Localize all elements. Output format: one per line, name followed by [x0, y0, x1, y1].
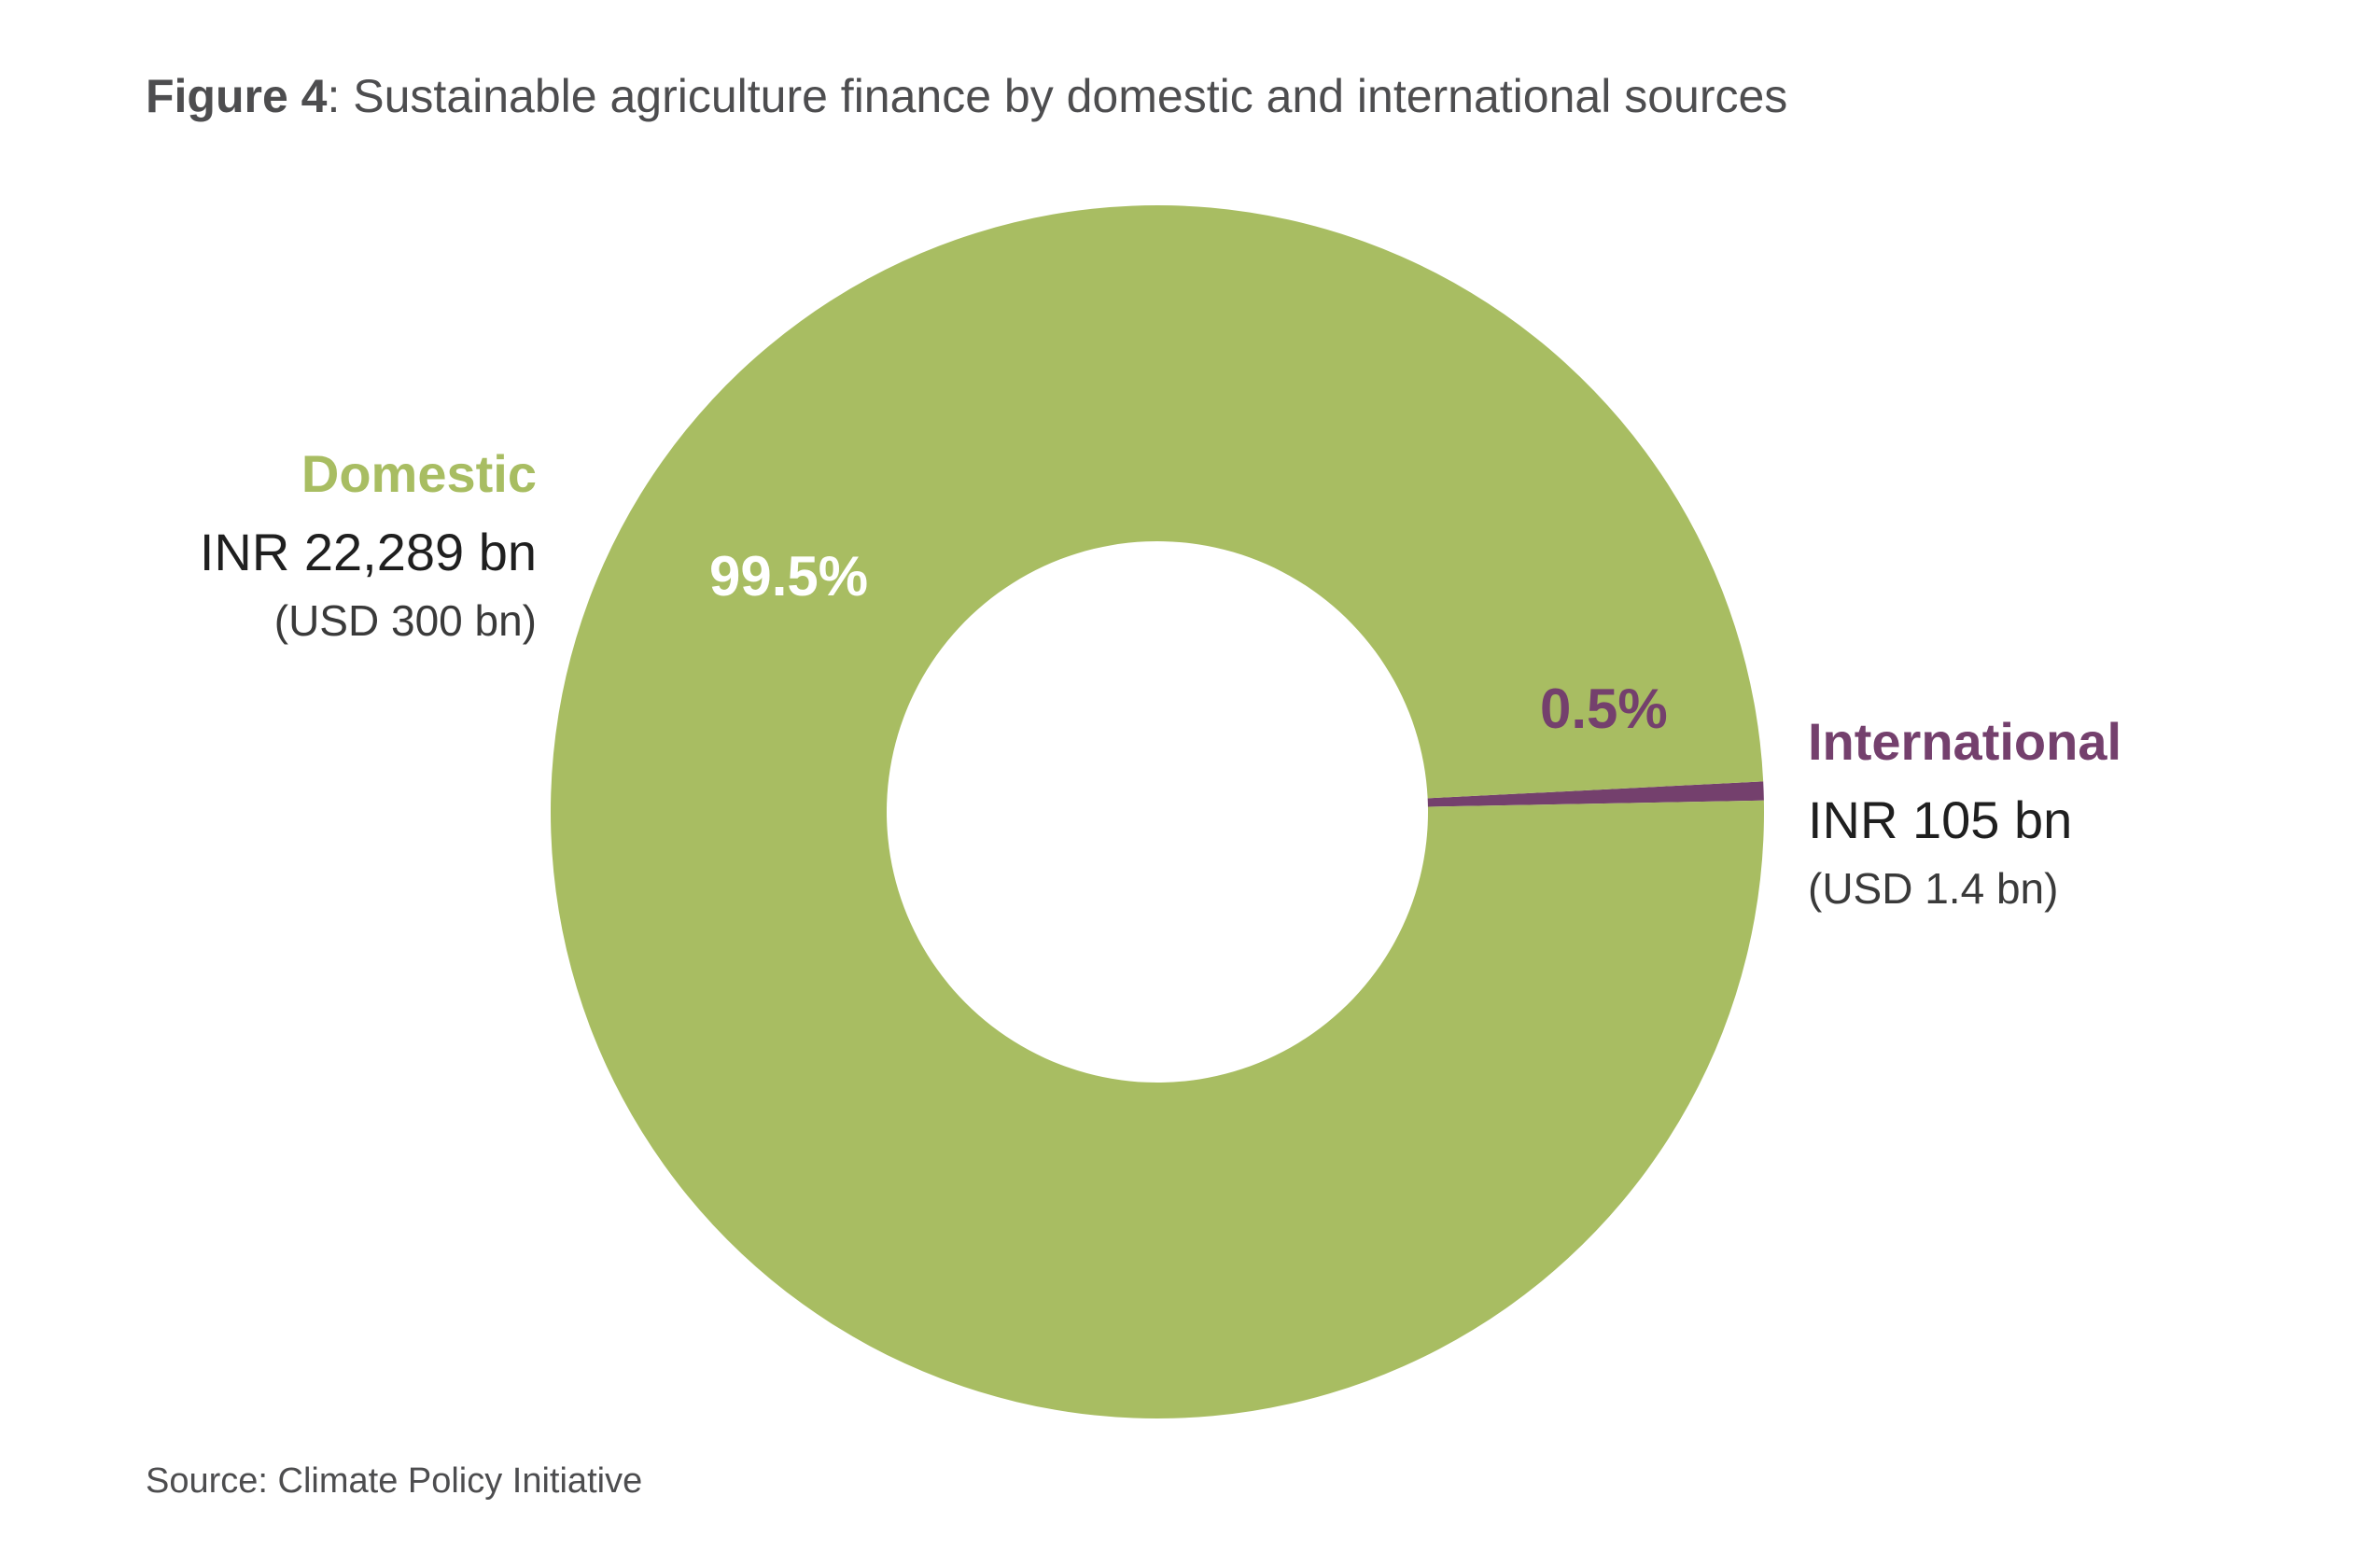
international-percent-label: 0.5% [1540, 678, 1668, 740]
domestic-usd-label: (USD 300 bn) [273, 596, 537, 645]
donut-slice-domestic [550, 204, 1764, 1418]
domestic-name-label: Domestic [301, 444, 537, 503]
domestic-percent-label: 99.5% [709, 545, 869, 608]
chart-title-figure-number: Figure 4 [146, 70, 328, 122]
international-label-group: International INR 105 bn (USD 1.4 bn) [1808, 712, 2122, 913]
domestic-inr-label: INR 22,289 bn [199, 523, 537, 581]
donut-slice-international [1427, 781, 1764, 807]
international-name-label: International [1808, 712, 2122, 771]
international-inr-label: INR 105 bn [1808, 790, 2073, 849]
chart-title: Figure 4: Sustainable agriculture financ… [146, 73, 1787, 119]
source-note: Source: Climate Policy Initiative [146, 1461, 643, 1501]
domestic-label-group: Domestic INR 22,289 bn (USD 300 bn) [199, 444, 537, 645]
chart-title-text: : Sustainable agriculture finance by dom… [327, 70, 1788, 122]
international-usd-label: (USD 1.4 bn) [1808, 864, 2059, 913]
